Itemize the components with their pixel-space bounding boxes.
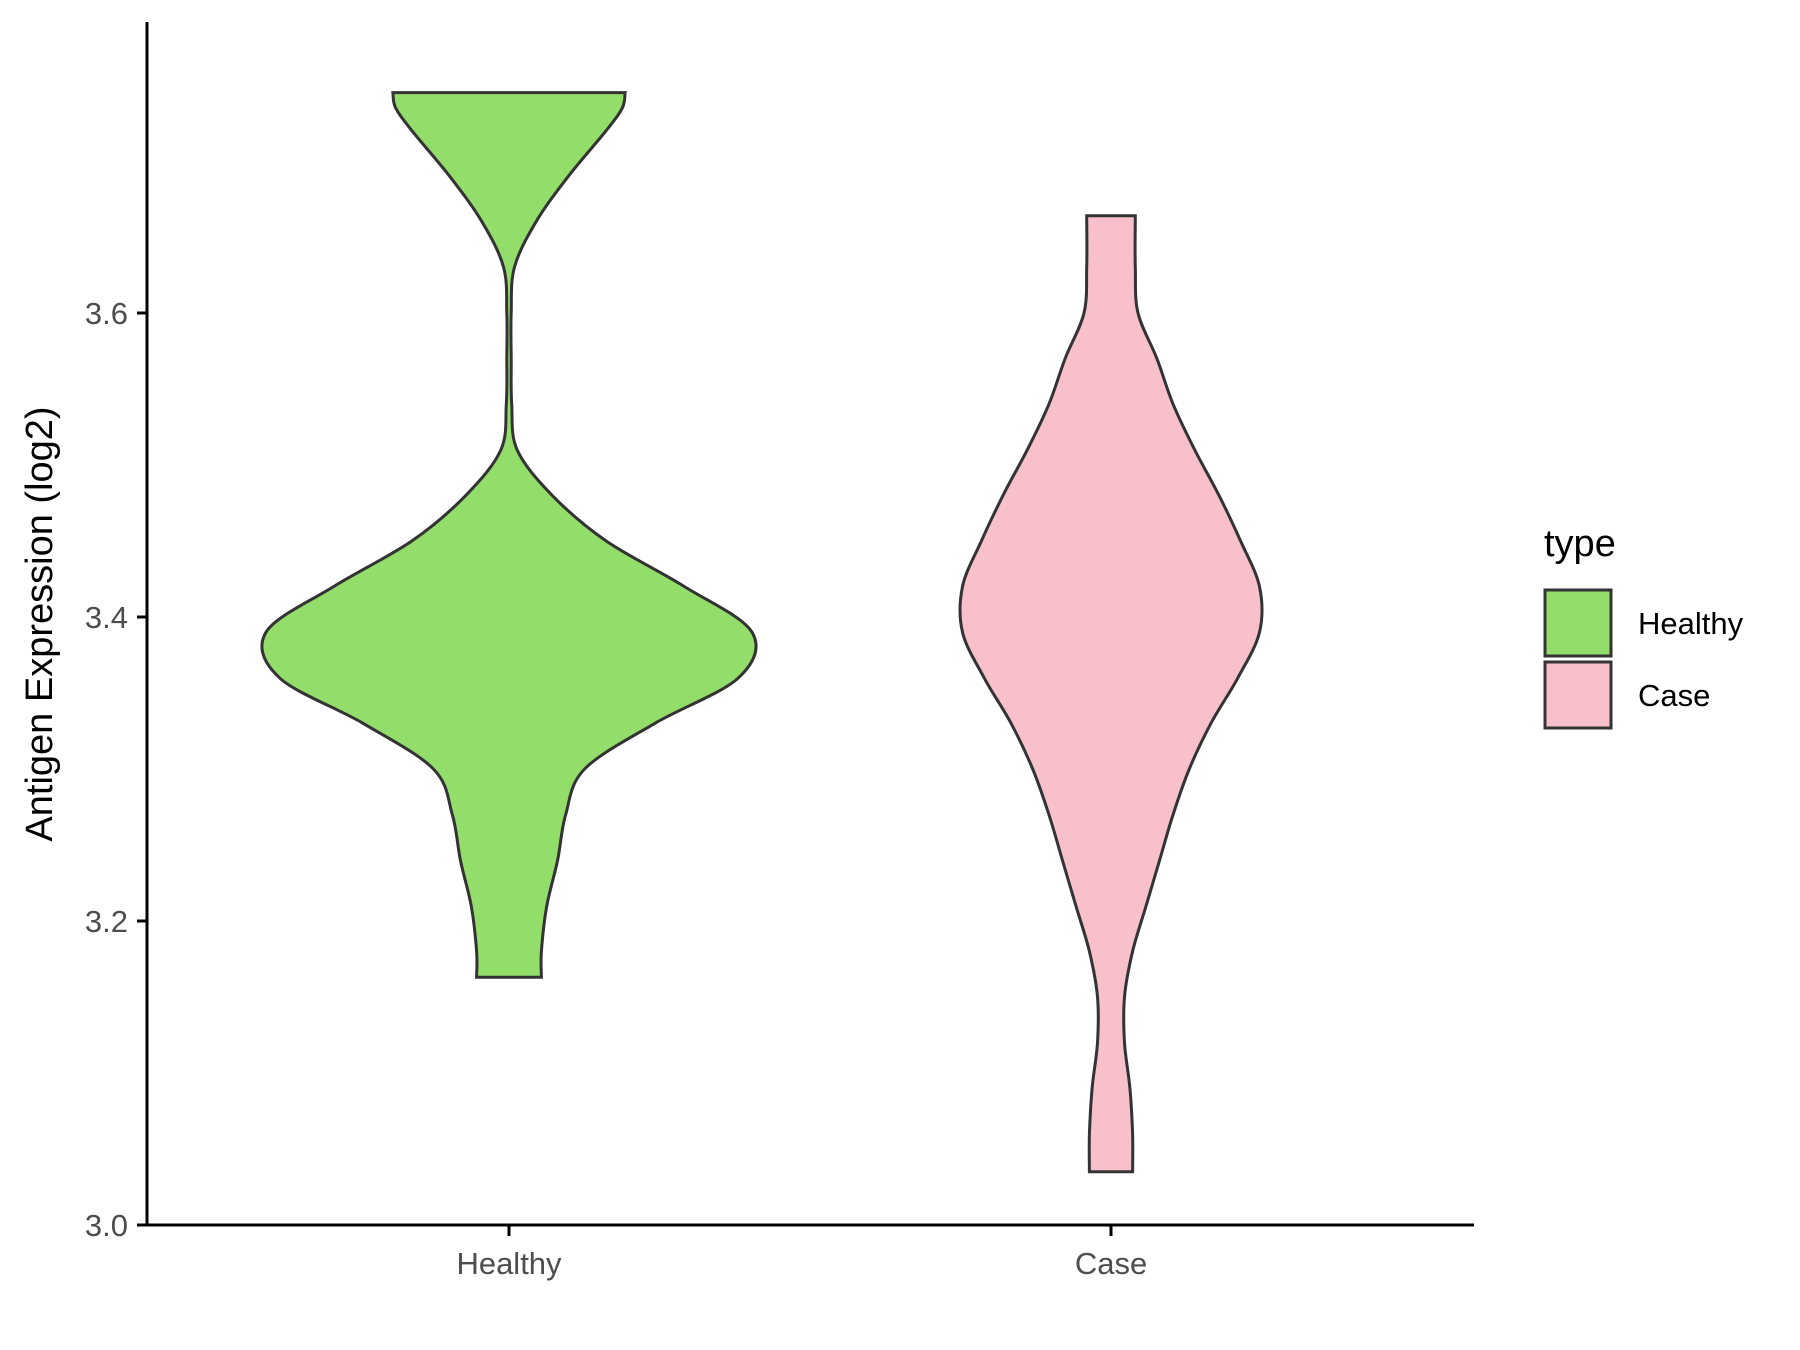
x-tick-label: Healthy — [456, 1246, 562, 1281]
legend-key-case — [1543, 660, 1613, 730]
y-axis-ticks: 3.0 3.2 3.4 3.6 — [85, 296, 147, 1243]
y-tick-label: 3.4 — [85, 600, 128, 635]
violin-case — [958, 214, 1264, 1174]
x-tick-label: Case — [1075, 1246, 1147, 1281]
legend-label: Case — [1638, 678, 1710, 713]
y-tick-label: 3.2 — [85, 904, 128, 939]
violin-healthy — [260, 91, 758, 979]
legend: type Healthy Case — [1543, 523, 1744, 730]
x-axis-ticks: Healthy Case — [456, 1225, 1147, 1281]
y-tick-label: 3.6 — [85, 296, 128, 331]
legend-title: type — [1544, 523, 1616, 565]
violin-layer — [260, 91, 1264, 1174]
legend-key-healthy — [1543, 588, 1613, 658]
y-axis-title: Antigen Expression (log2) — [19, 406, 61, 841]
y-tick-label: 3.0 — [85, 1208, 128, 1243]
legend-label: Healthy — [1638, 606, 1744, 641]
